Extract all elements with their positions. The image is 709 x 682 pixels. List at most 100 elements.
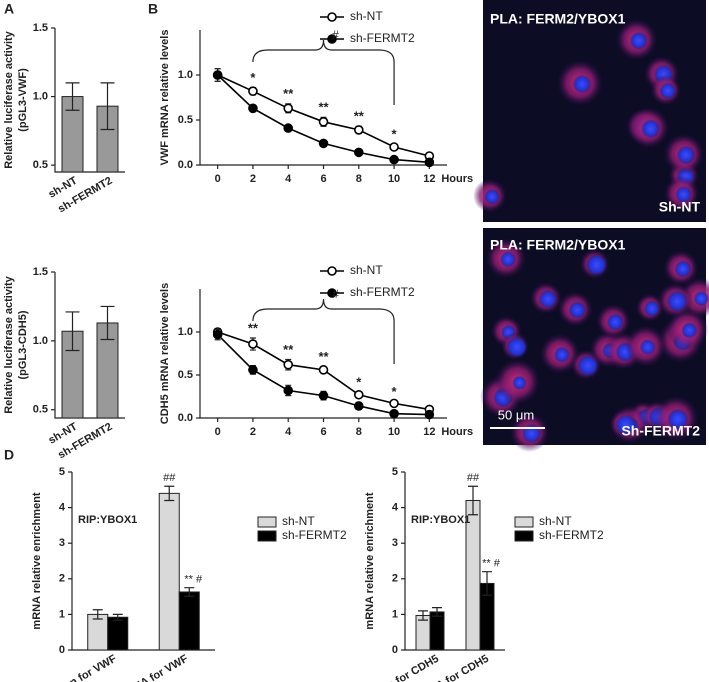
error-bar: [432, 607, 442, 617]
marker: [318, 138, 329, 149]
legend-marker: [327, 34, 337, 44]
nucleus: [674, 260, 692, 278]
x-tick-label: 2: [250, 173, 256, 185]
bracket: [252, 298, 395, 364]
y-tick-label: 0.0: [178, 412, 193, 424]
error-bar: [418, 610, 428, 621]
nucleus: [577, 355, 599, 377]
significance: **: [283, 86, 294, 101]
marker: [318, 365, 329, 375]
y-axis-label: Relative luciferase activity: [3, 275, 15, 413]
significance: #: [332, 287, 339, 301]
marker: [283, 385, 294, 396]
nucleus: [572, 74, 592, 94]
nucleus: [676, 145, 696, 165]
marker: [212, 70, 223, 80]
marker: [389, 154, 399, 165]
marker: [248, 103, 258, 114]
y-tick-label: 1.5: [33, 266, 48, 278]
y-axis-label: mRNA relative enrichment: [31, 492, 43, 629]
x-tick-label: 4: [285, 173, 292, 185]
x-tick-label: 4: [285, 426, 292, 438]
nucleus: [521, 423, 542, 444]
nucleus: [606, 313, 624, 331]
marker: [248, 86, 258, 96]
y-tick-label: 1.5: [33, 22, 48, 34]
error-bar: [482, 571, 492, 596]
significance: **: [283, 342, 294, 357]
legend-label: sh-FERMT2: [539, 528, 604, 542]
y-tick-label: 2: [392, 573, 398, 585]
legend-swatch: [514, 516, 534, 528]
nucleus: [641, 119, 661, 139]
x-tick-label: 0: [215, 426, 221, 438]
y-tick-label: 2: [59, 573, 65, 585]
y-axis-label: VWF mRNA relative levels: [159, 30, 171, 166]
x-axis-label: Hours: [441, 173, 473, 185]
significance: **: [318, 349, 329, 364]
error-bar: [65, 82, 80, 111]
marker: [283, 359, 294, 370]
y-tick-label: 0.0: [178, 159, 193, 171]
significance: ##: [467, 472, 480, 484]
image-label: Sh-NT: [659, 199, 701, 215]
image-caption: PLA: FERM2/YBOX1: [490, 237, 626, 253]
nucleus: [553, 346, 570, 363]
bar: [429, 611, 445, 651]
scale-bar-label: 50 μm: [498, 407, 534, 422]
marker: [389, 142, 399, 152]
marker: [424, 157, 435, 168]
y-axis-label: (pGL3-VWF): [17, 68, 29, 132]
panel-label: D: [4, 447, 14, 463]
panel-label: A: [4, 1, 14, 17]
legend-swatch: [257, 530, 277, 542]
nucleus: [506, 336, 528, 358]
nucleus: [538, 289, 558, 309]
panel-label: B: [148, 1, 158, 17]
x-tick-label: 10: [388, 426, 400, 438]
significance: *: [356, 375, 362, 390]
y-tick-label: 0.5: [33, 404, 48, 416]
marker: [212, 329, 223, 340]
error-bar: [100, 82, 115, 131]
y-tick-label: 1.0: [33, 90, 48, 102]
x-tick-label: 0: [215, 173, 221, 185]
image-caption: PLA: FERM2/YBOX1: [490, 11, 626, 27]
y-tick-label: 1.0: [33, 335, 48, 347]
nucleus: [693, 291, 709, 307]
y-axis-label: CDH5 mRNA relative levels: [159, 283, 171, 424]
y-tick-label: 0.5: [178, 114, 193, 126]
x-tick-label: mRNA for VWF: [116, 653, 190, 682]
nucleus: [585, 254, 608, 276]
marker: [389, 398, 399, 409]
x-tick-label: 8: [356, 173, 362, 185]
nucleus: [675, 186, 692, 203]
y-tick-label: 1.0: [178, 326, 193, 338]
legend-swatch: [257, 516, 277, 528]
significance: *: [392, 384, 398, 399]
marker: [353, 401, 364, 411]
marker: [353, 147, 364, 158]
y-axis-label: (pGL3-CDH5): [17, 310, 29, 379]
legend-label: sh-NT: [350, 9, 383, 23]
y-tick-label: 3: [392, 537, 398, 549]
bar: [178, 591, 200, 651]
marker: [389, 408, 399, 419]
error-bar: [65, 311, 80, 352]
legend-marker: [327, 12, 337, 22]
marker: [283, 103, 294, 114]
legend-swatch: [514, 530, 534, 542]
image-label: Sh-FERMT2: [621, 423, 700, 439]
x-tick-label: 12: [423, 173, 435, 185]
y-tick-label: 1: [59, 608, 65, 620]
x-axis-label: Hours: [441, 426, 473, 438]
nucleus: [681, 322, 698, 339]
y-tick-label: 3: [59, 537, 65, 549]
legend-label: sh-FERMT2: [350, 31, 415, 45]
error-bar: [164, 485, 175, 502]
legend-label: sh-FERMT2: [282, 528, 347, 542]
legend-marker: [327, 266, 337, 276]
marker: [318, 117, 329, 127]
x-tick-label: Intron for VWF: [47, 653, 119, 682]
